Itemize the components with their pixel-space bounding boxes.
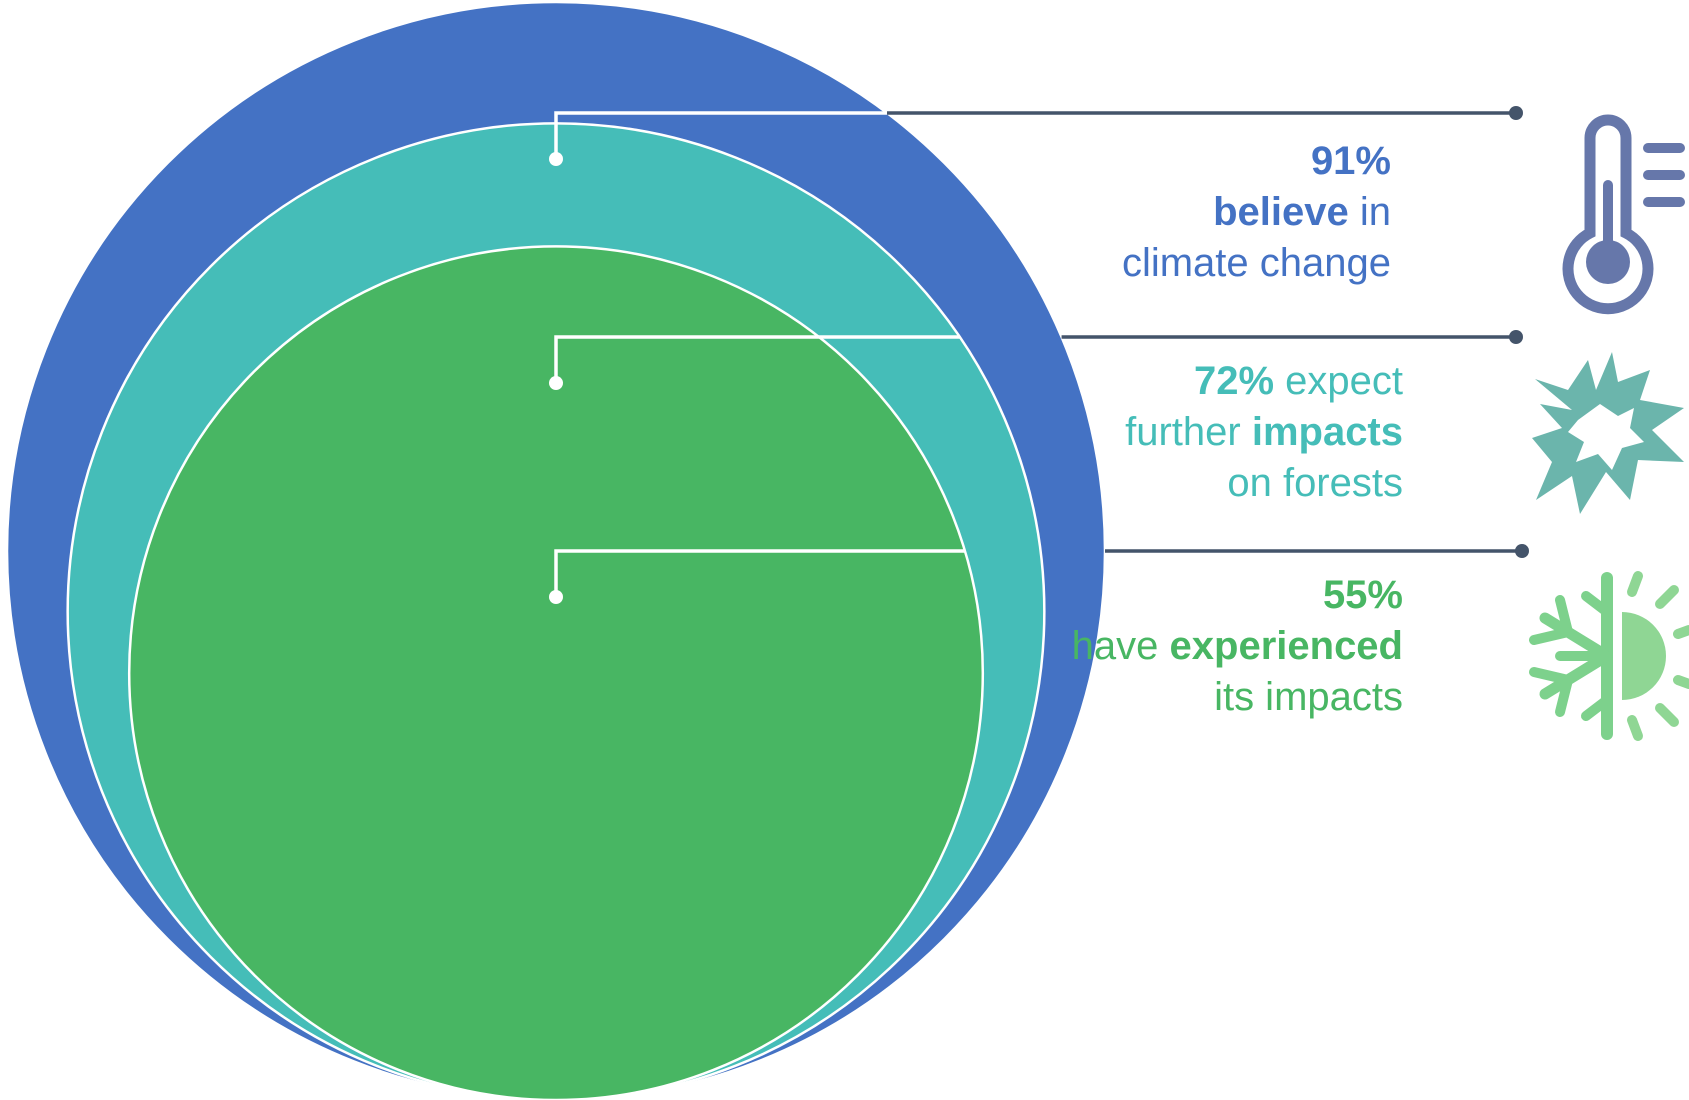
label-experienced-impacts: 55% have experienced its impacts (1072, 570, 1403, 723)
label-part: further (1125, 410, 1252, 454)
label-believe-climate-change: 91% believe in climate change (1122, 136, 1391, 289)
thermometer-icon (1562, 114, 1685, 315)
leader-lines-layer (549, 106, 1529, 604)
leader-dot-outer-72 (1509, 330, 1523, 344)
storm-burst-icon (1532, 352, 1684, 514)
label-part: have (1071, 624, 1170, 668)
snowflake-half (1529, 572, 1613, 740)
label-part: expect (1274, 359, 1403, 403)
leader-inner-91 (554, 111, 887, 159)
leader-inner-55 (554, 549, 965, 597)
label-part: impacts (1251, 410, 1403, 454)
leader-dot-inner-91 (549, 152, 563, 166)
label-part: in (1348, 190, 1391, 234)
label-part: climate change (1121, 241, 1391, 285)
sun-half (1622, 571, 1689, 741)
label-part: 91% (1310, 139, 1391, 183)
label-part: on forests (1227, 461, 1403, 505)
label-part: believe (1213, 190, 1349, 234)
leader-inner-72 (554, 335, 960, 383)
snowflake-sun-icon (1529, 571, 1689, 741)
leader-dot-outer-91 (1509, 106, 1523, 120)
leader-dot-inner-55 (549, 590, 563, 604)
leader-dot-outer-55 (1515, 544, 1529, 558)
label-part: its impacts (1214, 675, 1403, 719)
label-expect-further-impacts: 72% expect further impacts on forests (1125, 356, 1403, 509)
circle-55-percent (128, 245, 984, 1100)
label-part: 55% (1322, 573, 1403, 617)
label-part: 72% (1193, 359, 1275, 403)
label-part: experienced (1169, 624, 1403, 668)
circles-layer (5, 0, 1107, 1100)
leader-dot-inner-72 (549, 376, 563, 390)
